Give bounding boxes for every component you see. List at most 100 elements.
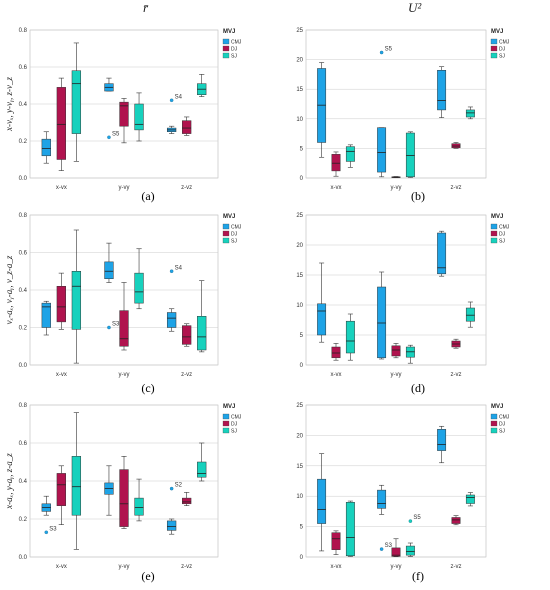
column-title-left: r̄	[143, 0, 149, 15]
box-cmj-z-vz	[166, 308, 177, 332]
box-cmj-z-vz	[166, 125, 177, 134]
box-iqr	[182, 325, 192, 345]
box-cmj-x-vx	[317, 62, 327, 158]
box-dj-z-vz	[451, 142, 461, 149]
y-tick-label: 0.6	[19, 251, 28, 257]
box-sj-x-vx	[71, 412, 82, 550]
box-iqr	[345, 146, 355, 162]
box-sj-x-vx	[345, 144, 355, 168]
y-axis-label: x-vₓ, y-vᵧ, z-v_z	[4, 76, 14, 132]
box-dj-z-vz	[182, 492, 192, 507]
legend-entry: DJ	[231, 47, 238, 53]
box-iqr	[182, 497, 192, 505]
legend-entry: CMJ	[231, 415, 242, 421]
box-iqr	[56, 286, 66, 323]
legend-swatch	[490, 223, 498, 230]
legend-swatch	[490, 45, 498, 52]
legend-entry: CMJ	[499, 225, 510, 231]
legend-entry: CMJ	[499, 415, 510, 421]
legend-swatch	[490, 52, 498, 59]
legend-entry: DJ	[231, 232, 238, 238]
legend-entry: DJ	[499, 232, 506, 238]
box-iqr	[119, 101, 129, 127]
box-iqr	[119, 310, 129, 347]
outlier-point	[44, 530, 49, 535]
legend-swatch	[222, 230, 230, 237]
legend-entry: CMJ	[231, 40, 242, 46]
column-title-right: U²	[408, 0, 422, 15]
legend-swatch	[490, 230, 498, 237]
outlier-point	[169, 269, 174, 273]
panel-label: (f)	[412, 569, 424, 583]
box-iqr	[331, 532, 341, 550]
box-iqr	[465, 307, 475, 322]
y-tick-label: 20	[296, 433, 303, 439]
legend-swatch	[490, 420, 498, 427]
y-tick-label: 0.8	[19, 403, 28, 409]
legend-swatch	[222, 223, 230, 230]
box-sj-y-vy	[405, 131, 415, 178]
box-cmj-y-vy	[377, 127, 387, 178]
legend-title: MVJ	[491, 29, 503, 35]
box-iqr	[437, 70, 447, 111]
legend-swatch	[490, 237, 498, 244]
y-tick-label: 0.0	[19, 176, 28, 182]
x-category-label: x-vx	[331, 564, 342, 570]
box-dj-x-vx	[331, 151, 341, 177]
box-dj-z-vz	[451, 338, 461, 349]
box-sj-z-vz	[465, 106, 475, 120]
box-sj-y-vy	[134, 248, 144, 310]
legend-swatch	[222, 427, 230, 434]
outlier-label: S5	[112, 131, 120, 137]
x-category-label: y-vy	[119, 564, 130, 570]
box-dj-z-vz	[451, 515, 461, 526]
y-tick-label: 0.6	[19, 65, 28, 71]
box-cmj-z-vz	[437, 230, 447, 277]
box-sj-x-vx	[345, 500, 355, 557]
box-dj-x-vx	[56, 77, 66, 171]
box-iqr	[166, 520, 177, 531]
box-cmj-y-vy	[104, 242, 114, 283]
box-dj-y-vy	[119, 282, 129, 351]
legend-title: MVJ	[223, 214, 235, 220]
box-dj-x-vx	[56, 465, 66, 526]
y-tick-label: 0.8	[19, 213, 28, 219]
box-iqr	[465, 109, 475, 118]
outlier-label: S5	[385, 46, 393, 52]
x-category-label: y-vy	[391, 185, 402, 191]
box-iqr	[391, 345, 401, 357]
box-dj-y-vy	[391, 343, 401, 359]
outlier-point	[107, 135, 111, 140]
legend-entry: SJ	[499, 239, 505, 245]
legend-entry: CMJ	[231, 225, 242, 231]
y-tick-label: 15	[296, 273, 303, 279]
y-tick-label: 0	[300, 555, 304, 561]
legend-title: MVJ	[223, 404, 235, 410]
box-iqr	[345, 502, 355, 557]
x-category-label: z-vz	[451, 185, 462, 191]
box-sj-x-vx	[71, 229, 82, 364]
outlier-label: S3	[49, 526, 57, 532]
box-cmj-y-vy	[104, 465, 114, 516]
box-iqr	[437, 232, 447, 275]
legend-entry: SJ	[231, 429, 237, 435]
box-iqr	[71, 70, 82, 134]
x-category-label: x-vx	[331, 372, 342, 378]
box-dj-z-vz	[182, 116, 192, 136]
x-category-label: z-vz	[451, 372, 462, 378]
box-dj-x-vx	[331, 530, 341, 555]
legend-entry: SJ	[231, 54, 237, 60]
box-iqr	[197, 461, 207, 478]
box-iqr	[405, 132, 415, 178]
y-tick-label: 15	[296, 87, 303, 93]
legend-swatch	[222, 237, 230, 244]
x-category-label: z-vz	[181, 185, 192, 191]
box-cmj-y-vy	[377, 484, 387, 515]
outlier-label: S3	[112, 322, 120, 328]
panel-label: (a)	[141, 189, 154, 203]
chart-panel-2: 0.0 0.2 0.4 0.6 0.8 vₓ-aₓ, vᵧ-aᵧ, v_z-a_z x-vx…	[4, 213, 242, 395]
box-iqr	[166, 312, 177, 328]
x-category-label: z-vz	[451, 564, 462, 570]
legend-entry: DJ	[231, 422, 238, 428]
